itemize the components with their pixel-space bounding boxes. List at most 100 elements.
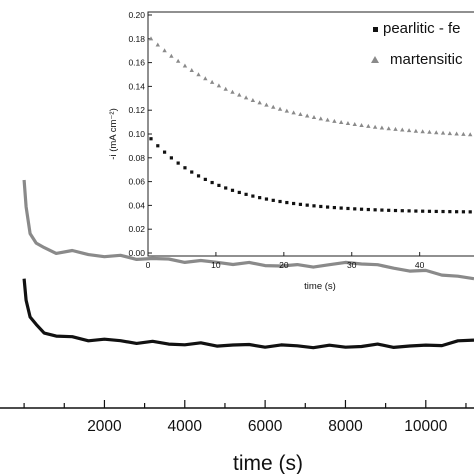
inset-y-axis-label: -i (mA cm⁻²): [108, 108, 119, 159]
inset-x-axis-label: time (s): [304, 281, 336, 292]
inset-x-tick-label: 0: [146, 260, 151, 270]
inset-point-pearlitic: [258, 196, 262, 200]
inset-point-pearlitic: [461, 210, 466, 214]
inset-point-pearlitic: [162, 150, 167, 154]
inset-point-martensitic: [420, 129, 425, 134]
inset-point-martensitic: [393, 126, 398, 131]
inset-point-martensitic: [264, 102, 269, 107]
inset-point-pearlitic: [264, 197, 269, 201]
inset-point-pearlitic: [380, 208, 384, 212]
inset-point-pearlitic: [393, 208, 398, 213]
inset-point-martensitic: [155, 42, 160, 47]
inset-point-martensitic: [196, 72, 201, 77]
inset-point-pearlitic: [190, 170, 194, 174]
inset-point-pearlitic: [339, 206, 343, 210]
inset-point-pearlitic: [169, 156, 173, 160]
main-x-tick-label: 2000: [87, 418, 122, 435]
inset-point-pearlitic: [244, 192, 248, 196]
main-series-line-0: [22, 179, 474, 281]
inset-y-tick-label: 0.10: [128, 129, 145, 139]
inset-point-martensitic: [209, 79, 215, 84]
inset-point-pearlitic: [210, 180, 214, 185]
inset-points: [148, 36, 473, 214]
inset-legend: pearlitic - fe martensitic: [371, 20, 463, 68]
inset-point-pearlitic: [332, 205, 336, 210]
inset-y-tick-label: 0.12: [128, 105, 145, 115]
inset-chart: 0.00 0.02 0.04 0.06 0.08 0.10 0.12 0.14 0.16 0.18…: [108, 10, 474, 292]
inset-point-pearlitic: [156, 144, 160, 148]
inset-point-pearlitic: [183, 166, 187, 170]
inset-point-martensitic: [203, 76, 208, 81]
inset-y-tick-label: 0.20: [128, 10, 145, 20]
inset-point-martensitic: [230, 89, 235, 94]
inset-point-pearlitic: [427, 209, 432, 213]
inset-point-pearlitic: [414, 209, 418, 213]
inset-point-pearlitic: [400, 209, 404, 213]
inset-point-pearlitic: [407, 209, 411, 213]
inset-point-martensitic: [277, 106, 283, 111]
inset-y-tick-label: 0.06: [128, 177, 145, 187]
legend-label-martensitic: martensitic: [390, 51, 463, 68]
inset-y-tick-label: 0.02: [128, 224, 145, 234]
inset-point-martensitic: [223, 86, 228, 91]
inset-point-pearlitic: [298, 202, 303, 206]
inset-point-martensitic: [305, 113, 310, 118]
main-chart: 2000 4000 6000 8000 10000 time (s): [0, 179, 474, 474]
inset-y-tick-label: 0.04: [128, 200, 145, 210]
inset-point-martensitic: [434, 130, 439, 135]
main-x-tick-label: 8000: [328, 418, 363, 435]
inset-point-martensitic: [352, 122, 357, 127]
inset-point-pearlitic: [421, 209, 425, 213]
inset-point-pearlitic: [455, 210, 459, 214]
inset-point-martensitic: [359, 122, 364, 127]
inset-point-martensitic: [284, 108, 290, 113]
inset-point-pearlitic: [292, 201, 296, 206]
inset-point-pearlitic: [176, 161, 180, 165]
inset-point-martensitic: [189, 68, 194, 73]
inset-point-martensitic: [169, 53, 174, 58]
inset-point-pearlitic: [312, 204, 316, 208]
main-x-tick-label: 6000: [248, 418, 283, 435]
inset-point-pearlitic: [434, 209, 438, 214]
inset-point-martensitic: [182, 63, 188, 68]
inset-point-martensitic: [271, 104, 276, 109]
inset-point-pearlitic: [448, 210, 452, 214]
inset-point-martensitic: [257, 100, 262, 105]
inset-point-pearlitic: [203, 177, 207, 181]
inset-point-pearlitic: [387, 208, 391, 212]
legend-marker-triangle: [371, 56, 379, 63]
inset-point-martensitic: [454, 131, 459, 136]
inset-point-martensitic: [162, 48, 167, 53]
inset-y-tick-label: 0.18: [128, 34, 145, 44]
inset-point-martensitic: [325, 117, 330, 122]
main-x-tick-label: 10000: [404, 418, 447, 435]
inset-point-pearlitic: [230, 188, 235, 192]
inset-point-pearlitic: [468, 210, 472, 214]
inset-point-martensitic: [468, 132, 473, 137]
inset-point-pearlitic: [217, 183, 221, 187]
inset-point-martensitic: [447, 131, 453, 136]
inset-point-martensitic: [461, 131, 466, 136]
inset-ticks: 0.00 0.02 0.04 0.06 0.08 0.10 0.12 0.14 0.16 0.18…: [128, 10, 424, 270]
inset-point-martensitic: [175, 58, 181, 63]
inset-point-martensitic: [379, 125, 385, 130]
inset-point-pearlitic: [251, 194, 255, 198]
inset-point-martensitic: [338, 119, 344, 124]
inset-point-martensitic: [332, 118, 337, 123]
legend-label-pearlitic: pearlitic - fe: [383, 20, 461, 37]
inset-point-martensitic: [406, 128, 412, 133]
main-series: [22, 179, 474, 350]
main-x-tick-label: 4000: [168, 418, 203, 435]
inset-point-martensitic: [311, 114, 317, 119]
inset-point-martensitic: [250, 97, 256, 102]
main-series-line-1: [22, 278, 474, 350]
inset-y-tick-label: 0.08: [128, 153, 145, 163]
inset-point-martensitic: [372, 124, 378, 129]
inset-point-pearlitic: [366, 207, 370, 212]
inset-point-pearlitic: [305, 203, 309, 207]
inset-point-pearlitic: [325, 205, 330, 209]
inset-point-pearlitic: [319, 204, 323, 209]
inset-point-pearlitic: [346, 206, 350, 211]
inset-point-pearlitic: [441, 209, 445, 214]
inset-x-tick-label: 20: [279, 260, 289, 270]
